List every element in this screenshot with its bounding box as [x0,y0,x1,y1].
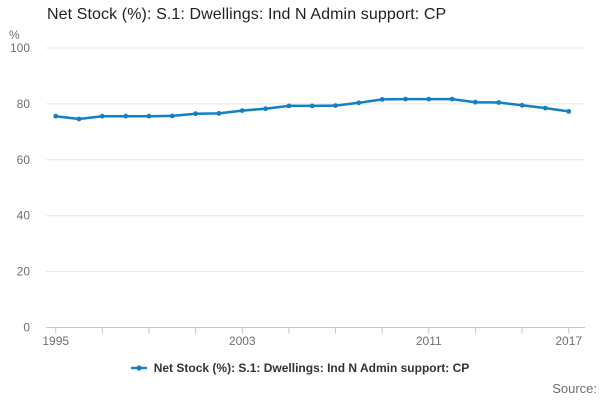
series-line [54,97,570,121]
data-point[interactable] [426,96,432,102]
data-point[interactable] [53,113,59,119]
y-tick-label: 0 [23,321,30,335]
legend-label: Net Stock (%): S.1: Dwellings: Ind N Adm… [153,361,470,375]
data-point[interactable] [169,113,175,119]
x-tick-label: 2011 [416,334,442,348]
data-point[interactable] [519,102,525,108]
data-point[interactable] [333,103,338,108]
source-label: Source: [552,381,597,396]
data-point[interactable] [543,105,548,111]
data-point[interactable] [216,111,222,116]
legend-line-marker-icon [130,365,147,371]
y-axis-unit-label: % [9,28,20,42]
data-point[interactable] [263,106,268,112]
data-point[interactable] [193,111,199,117]
data-point[interactable] [496,100,502,105]
data-point[interactable] [146,113,152,119]
data-point[interactable] [286,103,292,109]
chart-title: Net Stock (%): S.1: Dwellings: Ind N Adm… [47,6,447,23]
data-point[interactable] [566,109,572,114]
y-tick-label: 40 [17,209,31,223]
data-point[interactable] [403,96,408,102]
data-point[interactable] [123,113,129,119]
x-tick-label: 2003 [229,334,256,348]
x-tick-label: 1995 [42,334,69,348]
y-tick-label: 80 [17,97,31,111]
y-tick-label: 20 [17,265,31,279]
data-point[interactable] [99,113,105,119]
data-point[interactable] [449,96,455,102]
x-tick-label: 2017 [555,334,582,348]
legend[interactable]: Net Stock (%): S.1: Dwellings: Ind N Adm… [0,361,600,375]
y-tick-label: 100 [10,41,30,55]
data-point[interactable] [473,99,478,105]
data-point[interactable] [76,116,82,122]
data-point[interactable] [379,97,385,102]
data-point[interactable] [309,103,315,109]
line-chart-plot-area[interactable]: % 0 20 40 60 80 100 1995 2003 2011 2017 [0,0,600,356]
data-point[interactable] [356,100,362,106]
data-point[interactable] [239,108,245,113]
y-tick-label: 60 [17,153,31,167]
